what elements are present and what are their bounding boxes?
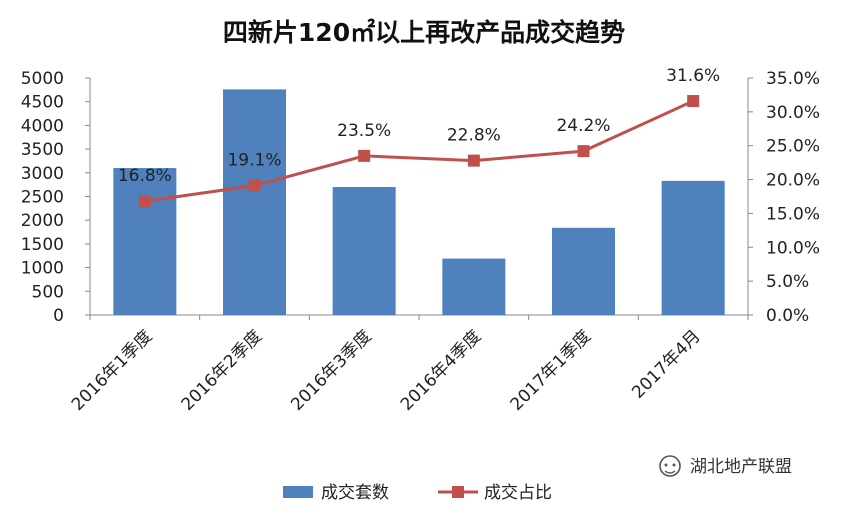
data-label-6: 31.6% — [666, 66, 720, 86]
y-left-tick-label: 1500 — [21, 235, 64, 255]
y-left-tick-label: 500 — [32, 282, 64, 302]
y-right-tick-label: 15.0% — [766, 204, 820, 224]
legend: 成交套数 成交占比 — [283, 483, 552, 503]
y-left-tick-label: 3500 — [21, 140, 64, 160]
data-label-4: 22.8% — [447, 126, 501, 146]
bar-3 — [332, 187, 396, 315]
y-right-tick-label: 0.0% — [766, 306, 809, 326]
y-right-tick-label: 25.0% — [766, 137, 820, 157]
x-tick-label: 2016年4季度 — [397, 326, 485, 414]
x-tick-label: 2016年1季度 — [68, 326, 156, 414]
y-left-tick-label: 2500 — [21, 188, 64, 208]
line-point-3 — [358, 149, 371, 162]
y-left-tick-label: 4500 — [21, 93, 64, 113]
chart-title: 四新片120㎡以上再改产品成交趋势 — [223, 18, 625, 47]
x-tick-label: 2016年2季度 — [178, 326, 266, 414]
y-right-tick-label: 10.0% — [766, 238, 820, 258]
x-tick-label: 2017年4月 — [628, 326, 704, 402]
y-left-tick-label: 3000 — [21, 164, 64, 184]
y-left-tick-label: 5000 — [21, 69, 64, 89]
line-point-6 — [687, 95, 700, 108]
wechat-icon — [659, 455, 681, 477]
series-line-ratio — [144, 99, 694, 203]
legend-swatch-bar — [283, 486, 313, 498]
legend-label-line: 成交占比 — [484, 483, 552, 503]
y-left-tick-label: 0 — [53, 306, 64, 326]
y-right-tick-label: 35.0% — [766, 69, 820, 89]
bar-1 — [113, 168, 177, 315]
line-point-4 — [467, 154, 480, 167]
y-left-tick-label: 1000 — [21, 259, 64, 279]
bar-2 — [223, 89, 286, 315]
data-label-3: 23.5% — [337, 121, 391, 141]
x-tick-label: 2017年1季度 — [507, 326, 595, 414]
data-label-1: 16.8% — [118, 166, 172, 186]
line-point-5 — [577, 145, 590, 158]
legend-label-bar: 成交套数 — [321, 483, 389, 503]
legend-swatch-marker — [452, 486, 464, 498]
watermark-text: 湖北地产联盟 — [690, 457, 792, 477]
y-left-tick-label: 4000 — [21, 116, 64, 136]
data-label-2: 19.1% — [227, 151, 281, 171]
bar-5 — [552, 227, 615, 315]
plot-area: 0 500 1000 1500 2000 2500 3000 3500 4000 4500 5000… — [21, 66, 820, 415]
data-label-5: 24.2% — [556, 116, 610, 136]
watermark: 湖北地产联盟 — [659, 455, 792, 477]
y-right-tick-label: 5.0% — [766, 272, 809, 292]
y-right-tick-label: 20.0% — [766, 171, 820, 191]
y-right-tick-label: 30.0% — [766, 103, 820, 123]
bar-4 — [442, 258, 506, 315]
x-tick-label: 2016年3季度 — [287, 326, 375, 414]
line-point-2 — [248, 179, 261, 192]
line-point-1 — [138, 195, 151, 208]
y-left-tick-label: 2000 — [21, 211, 64, 231]
bar-6 — [661, 180, 725, 315]
